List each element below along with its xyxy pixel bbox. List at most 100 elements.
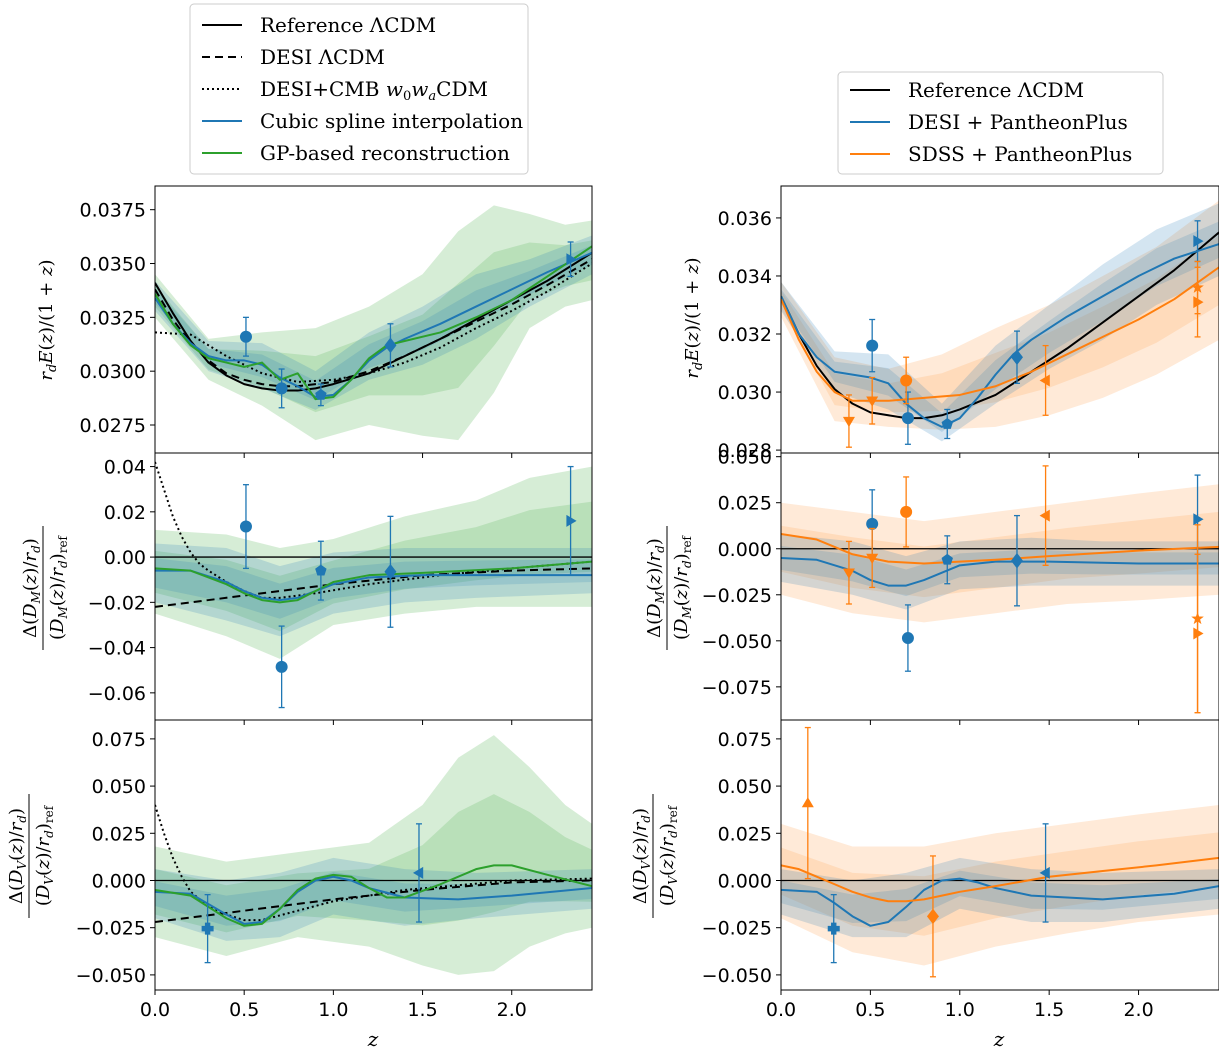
point-left-mid-1 xyxy=(275,625,288,709)
ytick-label-right-top-1: 0.030 xyxy=(718,382,772,404)
marker-right-mid-0 xyxy=(866,517,879,530)
svg-text:Δ(DV(z)/rd): Δ(DV(z)/rd) xyxy=(6,808,29,904)
point-right-mid-8 xyxy=(1039,465,1050,566)
band-right-bot-1 xyxy=(781,857,1219,938)
legend-left-entry-2: DESI+CMB w0waCDM xyxy=(202,77,488,104)
band-left-mid-0 xyxy=(155,466,592,659)
ytick-label-right-mid-3: 0.000 xyxy=(718,539,772,561)
marker-left-mid-2 xyxy=(315,564,327,576)
legend-right-entry-1: DESI + PantheonPlus xyxy=(850,110,1128,134)
legend-left-label-2: DESI+CMB w0waCDM xyxy=(260,77,488,104)
marker-left-mid-0 xyxy=(239,520,252,533)
xlabel-left: z xyxy=(367,1027,379,1051)
point-right-top-10 xyxy=(1191,260,1204,315)
ytick-label-left-bot-1: −0.025 xyxy=(76,918,146,940)
marker-right-top-8 xyxy=(1039,374,1050,387)
frame-left-bot xyxy=(154,719,593,991)
point-right-top-3 xyxy=(1010,330,1023,384)
svg-text:Δ(DM(z)/rd): Δ(DM(z)/rd) xyxy=(20,538,43,638)
marker-left-top-3 xyxy=(384,337,397,354)
band-right-top-1 xyxy=(781,203,1219,442)
xtick-label-right-bot-4: 2.0 xyxy=(1123,999,1153,1021)
ylabel-left-bot: Δ(DV(z)/rd) (DV(z)/rd)ref xyxy=(6,794,56,918)
series-left-bot-1 xyxy=(155,804,592,922)
xtick-label-right-bot-3: 1.5 xyxy=(1034,999,1064,1021)
point-right-top-7 xyxy=(900,356,913,405)
panel-left-top: 0.0275 0.0300 0.0325 0.0350 0.0375 xyxy=(80,185,593,458)
series-left-top-0 xyxy=(155,251,592,392)
marker-right-top-0 xyxy=(866,339,879,352)
svg-text:rdE(z)/(1 + z): rdE(z)/(1 + z) xyxy=(36,259,60,380)
ytick-label-right-bot-4: 0.050 xyxy=(718,776,772,798)
ytick-label-left-bot-0: −0.050 xyxy=(76,965,146,987)
ytick-label-right-bot-0: −0.050 xyxy=(702,965,772,987)
marker-right-mid-4 xyxy=(1193,513,1204,526)
point-left-top-4 xyxy=(566,241,577,278)
point-right-mid-2 xyxy=(941,535,953,585)
svg-text:(DM(z)/rd)ref: (DM(z)/rd)ref xyxy=(47,534,70,640)
point-left-top-3 xyxy=(384,323,397,368)
point-right-mid-3 xyxy=(1010,514,1023,607)
ylabel-left-mid: Δ(DM(z)/rd) (DM(z)/rd)ref xyxy=(20,526,70,650)
ytick-label-right-top-2: 0.032 xyxy=(718,324,772,346)
point-right-mid-10 xyxy=(1191,524,1204,714)
series-right-top-2 xyxy=(781,266,1219,402)
xtick-label-left-bot-2: 1.0 xyxy=(318,999,348,1021)
ytick-label-left-mid-0: −0.06 xyxy=(88,683,146,705)
point-left-mid-4 xyxy=(566,465,577,576)
panel-left-mid: −0.06 −0.04 −0.02 0.00 0.02 0.04 xyxy=(88,452,593,725)
ytick-label-right-mid-4: 0.025 xyxy=(718,493,772,515)
series-left-mid-0 xyxy=(155,567,592,608)
ytick-label-right-bot-2: 0.000 xyxy=(718,870,772,892)
ytick-label-right-bot-5: 0.075 xyxy=(718,729,772,751)
plot-area-left-top xyxy=(155,205,592,441)
point-right-bot-0 xyxy=(827,894,840,964)
frame-right-bot xyxy=(780,719,1219,991)
legend-right-label-2: SDSS + PantheonPlus xyxy=(908,142,1132,166)
ylabel-left-top: rdE(z)/(1 + z) xyxy=(36,259,60,380)
series-left-mid-2 xyxy=(155,569,592,602)
series-left-top-1 xyxy=(155,258,592,388)
series-left-bot-2 xyxy=(155,875,592,925)
point-right-bot-1 xyxy=(1039,823,1050,923)
point-right-top-5 xyxy=(842,394,855,448)
marker-right-bot-0 xyxy=(827,922,840,935)
legend-right-entry-0: Reference ΛCDM xyxy=(850,78,1084,102)
marker-right-mid-3 xyxy=(1010,552,1023,569)
series-right-bot-1 xyxy=(781,856,1219,903)
marker-right-mid-1 xyxy=(901,632,914,645)
ytick-label-right-mid-1: −0.050 xyxy=(702,631,772,653)
marker-right-top-10 xyxy=(1191,280,1204,293)
legend-right-label-1: DESI + PantheonPlus xyxy=(908,110,1128,134)
point-right-bot-2 xyxy=(801,726,814,880)
marker-right-top-6 xyxy=(866,396,879,407)
svg-text:(DM(z)/rd)ref: (DM(z)/rd)ref xyxy=(671,534,694,640)
ylabel-right-bot: Δ(DV(z)/rd) (DV(z)/rd)ref xyxy=(630,794,680,918)
marker-left-mid-1 xyxy=(275,660,288,673)
band-inner-right-bot-1 xyxy=(781,870,1219,923)
marker-left-mid-4 xyxy=(566,514,577,527)
band-right-mid-0 xyxy=(781,484,1219,623)
point-left-mid-0 xyxy=(239,484,252,570)
svg-text:(DV(z)/rd)ref: (DV(z)/rd)ref xyxy=(657,804,680,906)
ytick-label-right-bot-1: −0.025 xyxy=(702,918,772,940)
band-inner-left-top-1 xyxy=(155,245,592,401)
xtick-label-right-bot-2: 1.0 xyxy=(945,999,975,1021)
marker-right-bot-1 xyxy=(1039,866,1050,879)
xtick-label-left-bot-0: 0.0 xyxy=(140,999,170,1021)
marker-right-top-9 xyxy=(1193,296,1204,309)
point-right-top-2 xyxy=(941,408,953,440)
ytick-label-left-bot-2: 0.000 xyxy=(92,870,146,892)
ytick-label-left-top-4: 0.0375 xyxy=(80,200,146,222)
marker-right-bot-3 xyxy=(926,908,939,925)
series-right-mid-1 xyxy=(781,533,1219,565)
marker-right-top-5 xyxy=(842,416,855,428)
legend-left-label-4: GP-based reconstruction xyxy=(260,141,510,165)
ytick-label-right-top-4: 0.036 xyxy=(718,208,772,230)
ytick-label-right-mid-0: −0.075 xyxy=(702,677,772,699)
panels: 0.0275 0.0300 0.0325 0.0350 0.0375 −0.06 −0.04… xyxy=(76,185,1219,1021)
band-inner-right-mid-1 xyxy=(781,545,1219,597)
marker-right-mid-5 xyxy=(842,568,855,579)
marker-right-top-4 xyxy=(1193,235,1204,248)
